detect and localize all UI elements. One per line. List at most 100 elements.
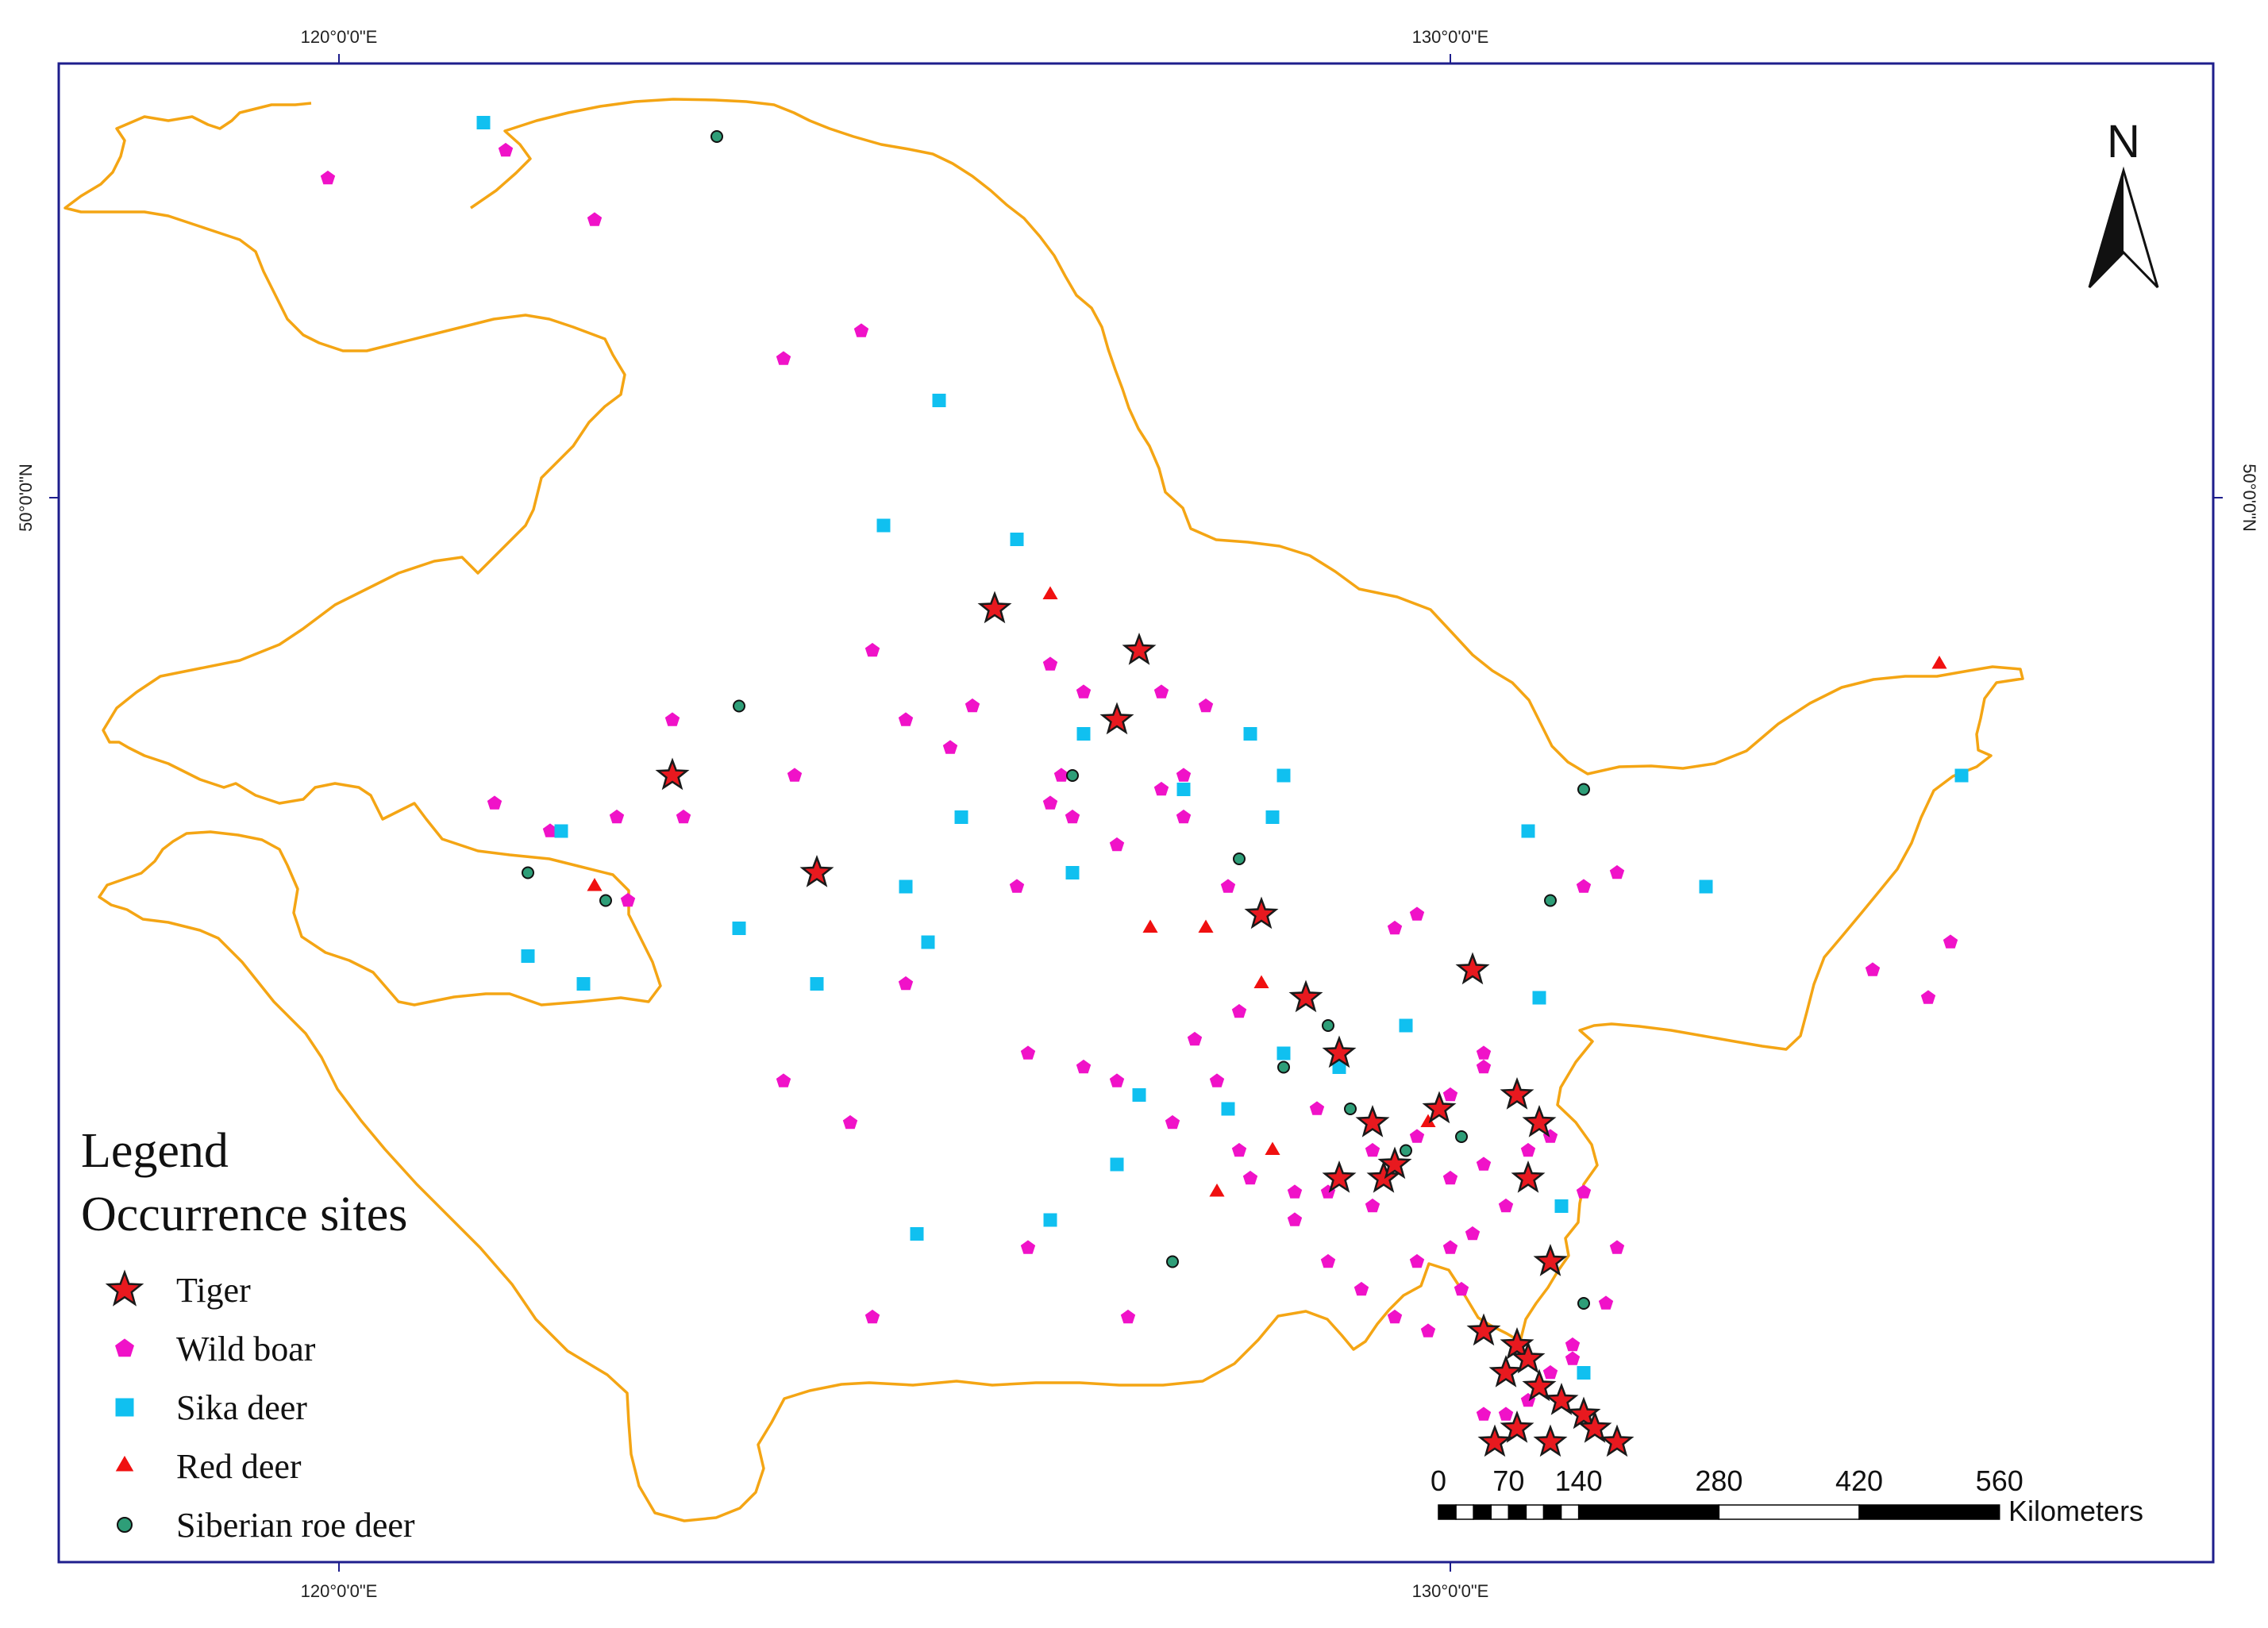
tiger-point: [1477, 1424, 1512, 1457]
wild-boar-point: [1498, 1198, 1514, 1213]
sika-deer-point: [1176, 783, 1191, 796]
wild-boar-point: [1220, 879, 1236, 893]
north-label: N: [2107, 116, 2140, 167]
scale-bar-segment: [1473, 1504, 1492, 1520]
sika-deer-point: [1243, 727, 1257, 741]
sika-deer-point: [476, 116, 491, 129]
wild-boar-point: [1076, 1059, 1092, 1074]
wild-boar-point: [1242, 1170, 1258, 1185]
wild-boar-point: [664, 712, 680, 726]
wild-boar-point: [853, 323, 869, 337]
lon-label-top-130: 130°0'0"E: [1412, 27, 1489, 47]
tiger-point: [1122, 632, 1157, 665]
siberian-roe-deer-point: [1577, 1297, 1590, 1310]
scale-bar-segment: [1542, 1504, 1562, 1520]
wild-boar-point: [620, 892, 636, 907]
sika-deer-point: [1076, 727, 1091, 741]
sika-deer-point: [1276, 1046, 1291, 1060]
wild-boar-point: [1387, 920, 1403, 935]
legend-symbol-tiger: [105, 1269, 144, 1307]
tiger-point: [1522, 1368, 1557, 1402]
wild-boar-point: [1476, 1157, 1492, 1171]
siberian-roe-deer-point: [1455, 1130, 1468, 1143]
sika-deer-point: [1065, 866, 1080, 879]
tiger-point: [1099, 702, 1134, 735]
tiger-point: [799, 854, 834, 887]
sika-deer-point: [1110, 1157, 1124, 1172]
wild-boar-point: [1120, 1309, 1136, 1324]
tiger-point: [655, 757, 690, 791]
wild-boar-point: [965, 698, 980, 713]
sika-deer-point: [1265, 810, 1280, 824]
red-deer-point: [1042, 586, 1058, 599]
scale-bar-segment: [1718, 1504, 1860, 1520]
wild-boar-point: [1153, 684, 1169, 699]
scale-bar-tick-label: 0: [1430, 1464, 1446, 1497]
wild-boar-point: [1387, 1309, 1403, 1324]
wild-boar-point: [1542, 1364, 1558, 1380]
wild-boar-point: [1187, 1031, 1203, 1046]
sika-deer-point: [1010, 533, 1024, 546]
wild-boar-point: [1442, 1170, 1458, 1185]
wild-boar-point: [776, 1073, 791, 1087]
wild-boar-point: [1176, 809, 1192, 824]
wild-boar-point: [842, 1114, 858, 1130]
sika-deer-point: [1532, 991, 1546, 1005]
wild-boar-point: [1365, 1198, 1380, 1213]
lon-label-top-120: 120°0'0"E: [301, 27, 378, 47]
red-deer-point: [1931, 656, 1947, 669]
tiger-point: [1500, 1326, 1534, 1360]
wild-boar-point: [1476, 1407, 1492, 1421]
wild-boar-point: [1020, 1045, 1036, 1060]
wild-boar-point: [498, 142, 514, 157]
tiger-point: [1522, 1104, 1557, 1137]
scale-bar-tick-label: 70: [1492, 1464, 1524, 1497]
sika-deer-point: [554, 824, 568, 838]
wild-boar-point: [1498, 1407, 1514, 1421]
wild-boar-point: [1287, 1184, 1303, 1199]
scale-bar-tick-label: 140: [1555, 1464, 1603, 1497]
wild-boar-point: [1943, 934, 1958, 949]
wild-boar-point: [1320, 1253, 1336, 1268]
wild-boar-point: [1009, 879, 1025, 893]
legend-label-siberian-roe-deer: Siberian roe deer: [176, 1506, 415, 1545]
scale-bar-segment: [1508, 1504, 1527, 1520]
wild-boar-point: [898, 976, 914, 991]
sika-deer-point: [1132, 1088, 1146, 1102]
wild-boar-point: [898, 712, 914, 726]
tiger-point: [1533, 1424, 1568, 1457]
heilongjiang-outline: [64, 98, 2024, 1522]
scale-bar-segment: [1577, 1504, 1720, 1520]
tiger-point: [1500, 1410, 1534, 1443]
legend-symbol-siberian-roe-deer: [117, 1517, 133, 1533]
legend-subtitle: Occurrence sites: [81, 1187, 407, 1241]
tiger-point: [1244, 896, 1279, 929]
wild-boar-point: [1231, 1142, 1247, 1157]
siberian-roe-deer-sites: [522, 130, 1590, 1310]
sika-deer-point: [910, 1227, 924, 1241]
wild-boar-point: [1042, 656, 1058, 671]
wild-boar-point: [1231, 1003, 1247, 1018]
sika-deer-point: [810, 977, 824, 991]
scale-bar-segment: [1455, 1504, 1474, 1520]
tiger-point: [1488, 1354, 1523, 1387]
legend-items: Tiger Wild boar Sika deer Red deer Siberian …: [105, 1269, 415, 1545]
legend-symbol-wild-boar: [115, 1338, 134, 1357]
wild-boar-sites: [320, 142, 1958, 1421]
wild-boar-point: [787, 768, 803, 782]
lon-label-bottom-120: 120°0'0"E: [301, 1581, 378, 1601]
sika-deer-point: [1521, 824, 1535, 838]
red-deer-point: [1142, 919, 1158, 933]
scale-bar-segment: [1560, 1504, 1580, 1520]
scale-bar-segment: [1438, 1504, 1457, 1520]
sika-deer-point: [921, 935, 935, 949]
tiger-point: [1544, 1382, 1579, 1415]
sika-deer-point: [876, 518, 891, 533]
tiger-point: [977, 591, 1012, 624]
sika-deer-point: [1221, 1102, 1235, 1116]
sika-deer-point: [1699, 879, 1713, 894]
siberian-roe-deer-point: [1577, 783, 1590, 796]
siberian-roe-deer-point: [1400, 1144, 1412, 1157]
tiger-point: [1322, 1035, 1357, 1068]
sika-deer-point: [954, 810, 968, 824]
